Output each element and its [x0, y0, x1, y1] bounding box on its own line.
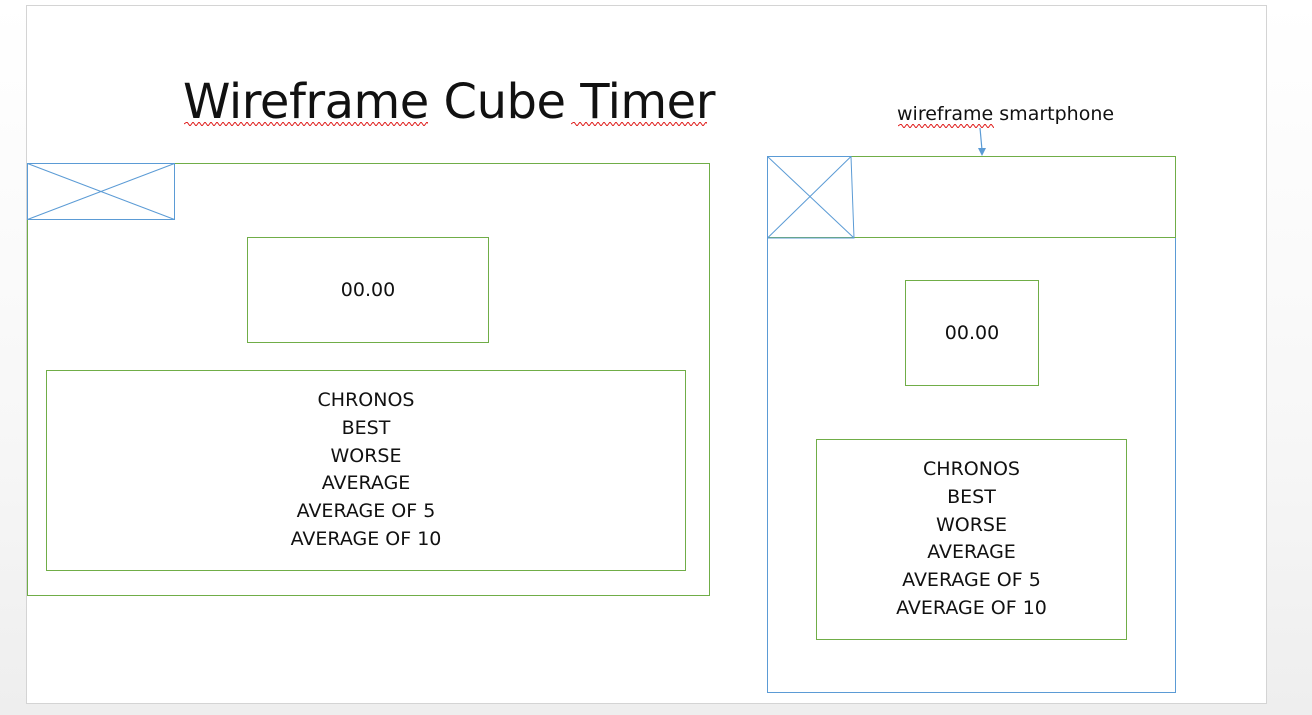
- timer-value: 00.00: [340, 279, 396, 301]
- phone-caption: wireframe smartphone: [897, 103, 1115, 125]
- phone-timer-display: 00.00: [905, 280, 1039, 386]
- stat-average: AVERAGE: [321, 472, 411, 495]
- stats-list: CHRONOS BEST WORSE AVERAGE AVERAGE OF 5 …: [817, 456, 1126, 623]
- stat-average: AVERAGE: [927, 541, 1016, 564]
- spellcheck-underline: [184, 122, 428, 126]
- stat-average-of-10: AVERAGE OF 10: [896, 596, 1047, 619]
- timer-value: 00.00: [944, 322, 1000, 344]
- stat-chronos: CHRONOS: [923, 458, 1020, 480]
- desktop-logo-placeholder: [27, 163, 175, 220]
- stat-best: BEST: [341, 416, 391, 439]
- spellcheck-underline: [571, 122, 707, 126]
- desktop-stats-panel: CHRONOS BEST WORSE AVERAGE AVERAGE OF 5 …: [46, 370, 686, 571]
- desktop-wireframe: [27, 163, 710, 596]
- phone-stats-panel: CHRONOS BEST WORSE AVERAGE AVERAGE OF 5 …: [816, 439, 1127, 640]
- desktop-timer-display: 00.00: [247, 237, 489, 343]
- slide-canvas: [26, 5, 1267, 704]
- stat-chronos: CHRONOS: [317, 389, 415, 411]
- stat-average-of-5: AVERAGE OF 5: [296, 500, 436, 523]
- stat-average-of-10: AVERAGE OF 10: [290, 527, 442, 550]
- stat-average-of-5: AVERAGE OF 5: [902, 569, 1041, 592]
- stat-best: BEST: [947, 485, 996, 508]
- page-title: Wireframe Cube Timer: [183, 74, 715, 130]
- stat-worse: WORSE: [935, 513, 1007, 536]
- pointer-arrow-icon: [978, 128, 986, 156]
- spellcheck-underline: [898, 124, 994, 128]
- phone-logo-placeholder: [767, 156, 855, 239]
- stats-list: CHRONOS BEST WORSE AVERAGE AVERAGE OF 5 …: [47, 387, 685, 554]
- stat-worse: WORSE: [330, 444, 402, 467]
